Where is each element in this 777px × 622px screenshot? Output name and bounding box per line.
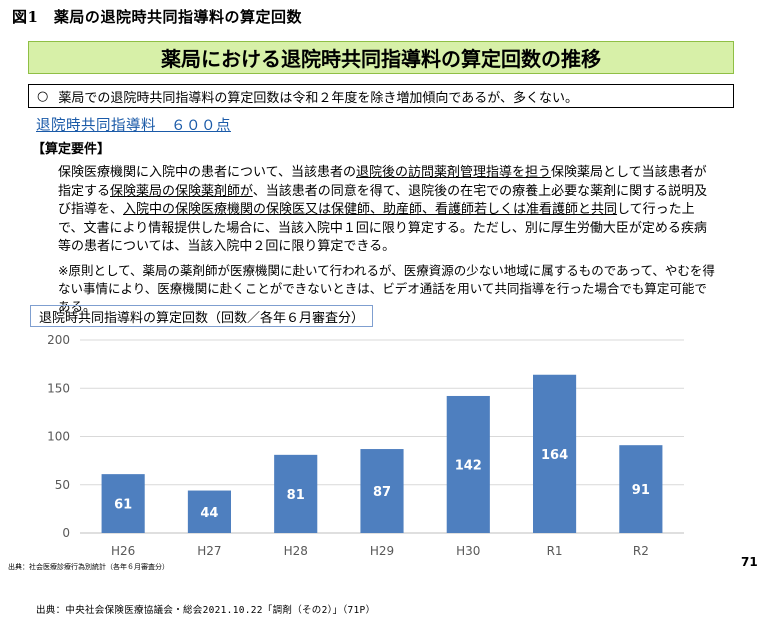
x-tick-label: H26 — [111, 544, 135, 558]
x-tick-label: H27 — [197, 544, 221, 558]
underlined-text: 退院後の訪問薬剤管理指導を担う — [355, 165, 551, 180]
data-label: 142 — [455, 458, 482, 473]
source-note: 出典：社会医療診療行為別統計（各年６月審査分） — [8, 563, 169, 571]
body-text: して行った上で、文書により情報提供した場合に、当該入院中１回に限り算定する。ただ… — [58, 202, 707, 255]
requirements-heading: 【算定要件】 — [32, 142, 111, 157]
circle-bullet-icon: ○ — [37, 88, 49, 104]
bar — [533, 374, 577, 533]
y-tick-label: 200 — [47, 333, 70, 347]
slide-title: 薬局における退院時共同指導料の算定回数の推移 — [28, 41, 734, 74]
figure-caption: 図1 薬局の退院時共同指導料の算定回数 — [12, 8, 302, 26]
bar — [446, 395, 490, 533]
y-tick-label: 0 — [62, 526, 70, 540]
data-label: 61 — [114, 498, 132, 513]
requirements-body: 保険医療機関に入院中の患者について、当該患者の退院後の訪問薬剤管理指導を担う保険… — [58, 164, 718, 257]
body-text: 保険薬局として当該患者が指定する — [58, 165, 707, 199]
summary-text: 薬局での退院時共同指導料の算定回数は令和２年度を除き増加傾向であるが、多くない。 — [58, 90, 578, 106]
data-label: 44 — [200, 506, 218, 521]
page-number: 71 — [741, 555, 758, 569]
bar — [619, 445, 663, 533]
data-label: 164 — [541, 448, 568, 463]
body-text: 、当該患者の同意を得て、退院後の在宅での療養上必要な薬剤に関する説明及び指導を、 — [58, 183, 708, 218]
x-tick-label: R2 — [633, 544, 649, 558]
x-tick-label: H28 — [284, 544, 308, 558]
summary-box: ○ 薬局での退院時共同指導料の算定回数は令和２年度を除き増加傾向であるが、多くな… — [28, 84, 734, 108]
body-text: 保険医療機関に入院中の患者について、当該患者の — [58, 165, 356, 180]
requirements-note: ※原則として、薬局の薬剤師が医療機関に赴いて行われるが、医療資源の少ない地域に属… — [58, 263, 715, 314]
underlined-text: 入院中の保険医療機関の保険医又は保健師、助産師、看護師若しくは准看護師と共同 — [123, 202, 618, 218]
bar — [360, 449, 404, 533]
x-tick-label: H29 — [370, 544, 394, 558]
data-label: 91 — [632, 483, 650, 498]
y-tick-label: 150 — [47, 381, 70, 395]
data-label: 87 — [373, 485, 391, 500]
data-label: 81 — [287, 488, 305, 503]
chart-label: 退院時共同指導料の算定回数（回数／各年６月審査分） — [30, 305, 374, 327]
bar — [187, 490, 231, 533]
y-tick-label: 100 — [47, 430, 70, 444]
x-tick-label: R1 — [547, 544, 563, 558]
x-tick-label: H30 — [456, 544, 480, 558]
fee-title: 退院時共同指導料 ６００点 — [36, 118, 231, 134]
underlined-text: 保険薬局の保険薬剤師が — [110, 183, 253, 199]
source-citation: 出典：中央社会保険医療協議会・総会2021.10.22「調剤（その2）」（71P… — [36, 605, 376, 616]
bar — [274, 454, 318, 533]
y-tick-label: 50 — [55, 478, 70, 492]
bar — [101, 474, 145, 533]
